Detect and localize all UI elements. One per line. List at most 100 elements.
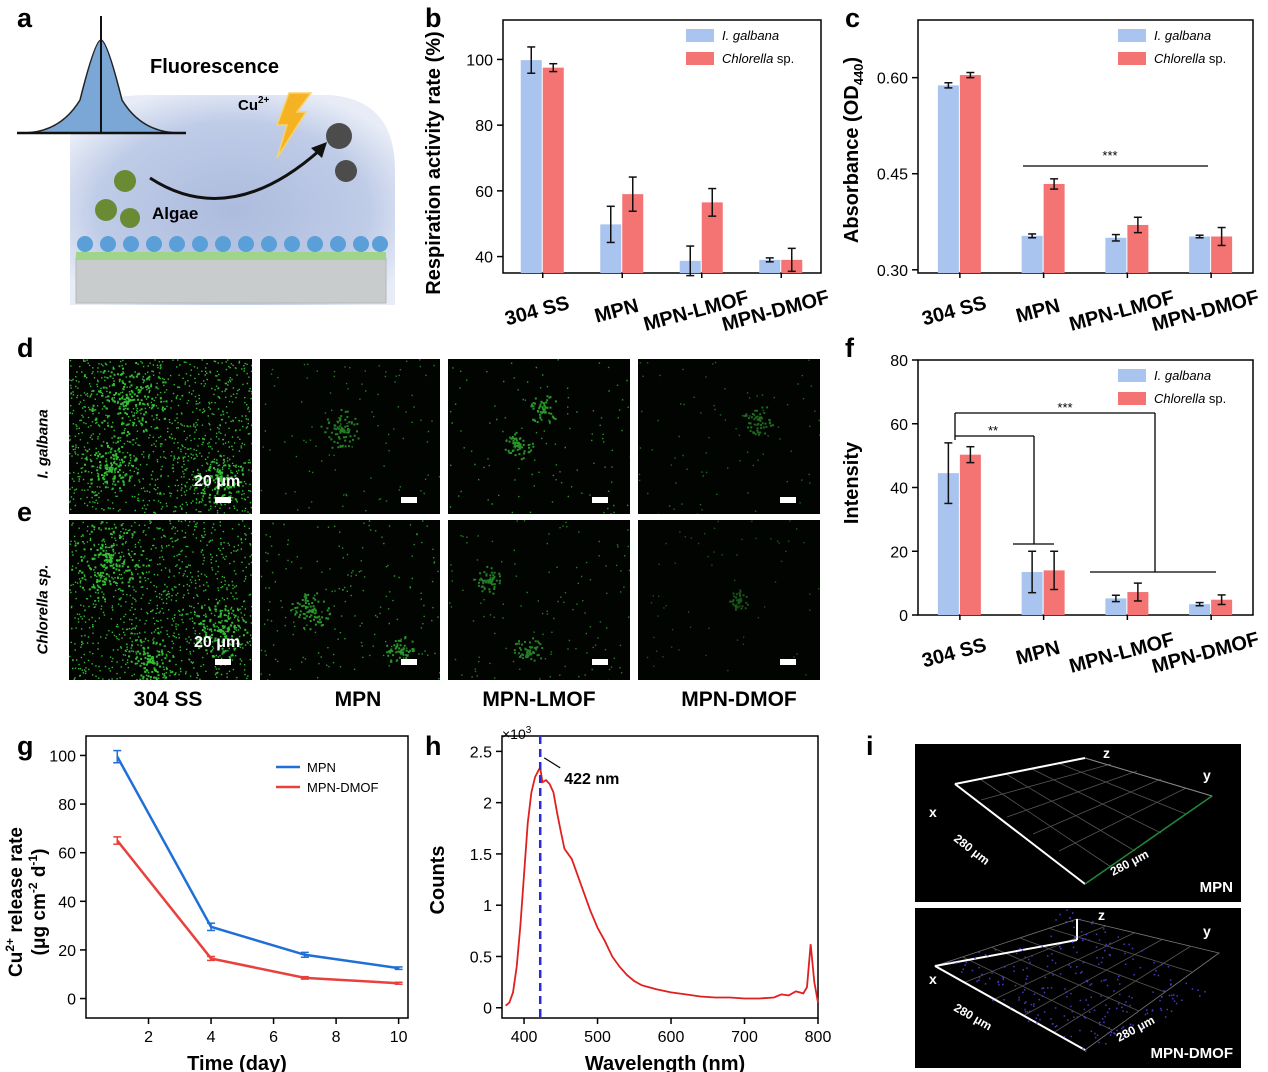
- axis-y-label: y: [1203, 923, 1211, 939]
- fluorescent-cells: [69, 359, 252, 514]
- fluorescent-cells: [646, 520, 820, 676]
- dimension-label-right: 280 μm: [1114, 1013, 1157, 1045]
- fluorescent-cells: [260, 520, 440, 680]
- x-tick-label: 8: [332, 1029, 341, 1046]
- legend-label: I. galbana: [1154, 28, 1211, 43]
- coating-spikes: [77, 236, 388, 252]
- bar-chlorella-sp--3: [1211, 599, 1233, 615]
- legend-label: Chlorella sp.: [722, 51, 794, 66]
- y-tick-label: 40: [475, 250, 493, 267]
- panel-label-f: f: [845, 333, 854, 363]
- panel-label-c: c: [845, 3, 861, 33]
- legend-swatch: [1118, 52, 1146, 65]
- y-tick-label: 0.30: [877, 263, 908, 280]
- axis-z-label: z: [1103, 745, 1110, 761]
- y-tick-label: 2: [483, 796, 492, 813]
- confocal-grid-top: z y x 280 μm 280 μm: [929, 745, 1213, 885]
- x-tick-label: 700: [731, 1029, 758, 1046]
- y-tick-label: 60: [58, 846, 76, 863]
- cell-specks: [646, 520, 820, 676]
- copper-ion-label: Cu2+: [238, 95, 270, 114]
- spectrum-line: [505, 765, 819, 1007]
- x-category-label: 304 SS: [920, 292, 989, 330]
- confocal-3d-mpn: z y x 280 μm 280 μm MPN: [915, 744, 1241, 902]
- bar-i-galbana-3: [759, 259, 781, 273]
- y-tick-label: 60: [475, 184, 493, 201]
- y-tick-label: 0.45: [877, 167, 908, 184]
- legend-label: MPN: [307, 760, 336, 775]
- legend-label: Chlorella sp.: [1154, 51, 1226, 66]
- scale-bar: [780, 659, 796, 665]
- y-tick-label: 0.60: [877, 71, 908, 88]
- bar-chlorella-sp--0: [959, 454, 981, 615]
- dimension-label-left: 280 μm: [952, 1000, 995, 1033]
- micrograph-galbana-dmof: [638, 359, 820, 514]
- column-label-mpn-lmof: MPN-LMOF: [482, 688, 596, 711]
- curved-arrow: [149, 148, 321, 200]
- fluorescent-cells: [260, 359, 440, 512]
- micrograph-chlorella-lmof: [448, 520, 630, 680]
- x-axis-title: Time (day): [187, 1053, 287, 1072]
- bar-i-galbana-1: [600, 224, 622, 273]
- confocal-3d-mpn-dmof: z y x 280 μm 280 μm MPN-DMOF: [915, 908, 1241, 1068]
- y-tick-label: 80: [58, 797, 76, 814]
- peak-pointer: [543, 757, 561, 769]
- panel-label-h: h: [425, 731, 442, 761]
- y-tick-label: 1.5: [470, 847, 492, 864]
- bar-i-galbana-0: [937, 85, 959, 274]
- bar-chlorella-sp--0: [959, 75, 981, 273]
- fluorescent-cells: [449, 359, 630, 514]
- bar-i-galbana-1: [1021, 235, 1043, 273]
- scale-bar: [592, 659, 608, 665]
- panel-label-e: e: [17, 497, 33, 527]
- y-tick-label: 2.5: [470, 744, 492, 761]
- y-tick-label: 100: [49, 748, 76, 765]
- y-tick-label: 0.5: [470, 949, 492, 966]
- micrograph-galbana-304ss: [69, 359, 252, 514]
- confocal-tag-mpn: MPN: [1199, 879, 1233, 896]
- y-tick-label: 0: [67, 992, 76, 1009]
- fluorescence-label: Fluorescence: [150, 56, 279, 78]
- dimension-label-right: 280 μm: [1108, 847, 1151, 879]
- axis-y-label: y: [1203, 767, 1211, 783]
- bar-chlorella-sp--3: [1211, 236, 1233, 273]
- bar-i-galbana-2: [1105, 598, 1127, 615]
- legend-swatch: [1118, 369, 1146, 382]
- legend-label: Chlorella sp.: [1154, 391, 1226, 406]
- y-tick-label: 20: [890, 544, 908, 561]
- x-tick-label: 600: [658, 1029, 685, 1046]
- algae-label: Algae: [152, 204, 198, 223]
- cell-specks: [260, 359, 440, 512]
- panel-label-i: i: [866, 731, 874, 761]
- significance-stars: ***: [1057, 400, 1072, 415]
- scale-bar: [401, 497, 417, 503]
- x-tick-label: 4: [207, 1029, 216, 1046]
- bar-chlorella-sp--2: [1127, 224, 1149, 273]
- x-category-label: MPN: [592, 295, 641, 328]
- micrograph-galbana-mpn: [260, 359, 440, 514]
- cell-specks: [69, 520, 252, 680]
- y-axis-title: Counts: [427, 846, 449, 915]
- y-axis-title: Intensity: [841, 441, 863, 524]
- axis-x-label: x: [929, 804, 937, 820]
- algae-cells-green: [95, 170, 140, 228]
- x-axis-title: Wavelength (nm): [585, 1053, 745, 1072]
- plot-frame: [917, 19, 1254, 274]
- legend-swatch: [686, 52, 714, 65]
- y-axis-title: Respiration activity rate (%): [423, 31, 445, 294]
- fluorescent-cells: [449, 520, 630, 680]
- schematic-diagram: Fluorescence Cu2+ Algae: [17, 16, 395, 305]
- arrow-head-icon: [311, 142, 327, 158]
- x-category-label: 304 SS: [920, 634, 989, 672]
- bar-i-galbana-3: [1189, 236, 1211, 273]
- panel-label-b: b: [425, 3, 442, 33]
- y-tick-label: 80: [890, 353, 908, 370]
- bar-chlorella-sp--2: [701, 202, 723, 273]
- micrograph-chlorella-dmof: [638, 520, 820, 680]
- plot-frame: [502, 19, 822, 274]
- dimension-label-left: 280 μm: [951, 831, 992, 868]
- row-label-i-galbana: I. galbana: [34, 409, 52, 479]
